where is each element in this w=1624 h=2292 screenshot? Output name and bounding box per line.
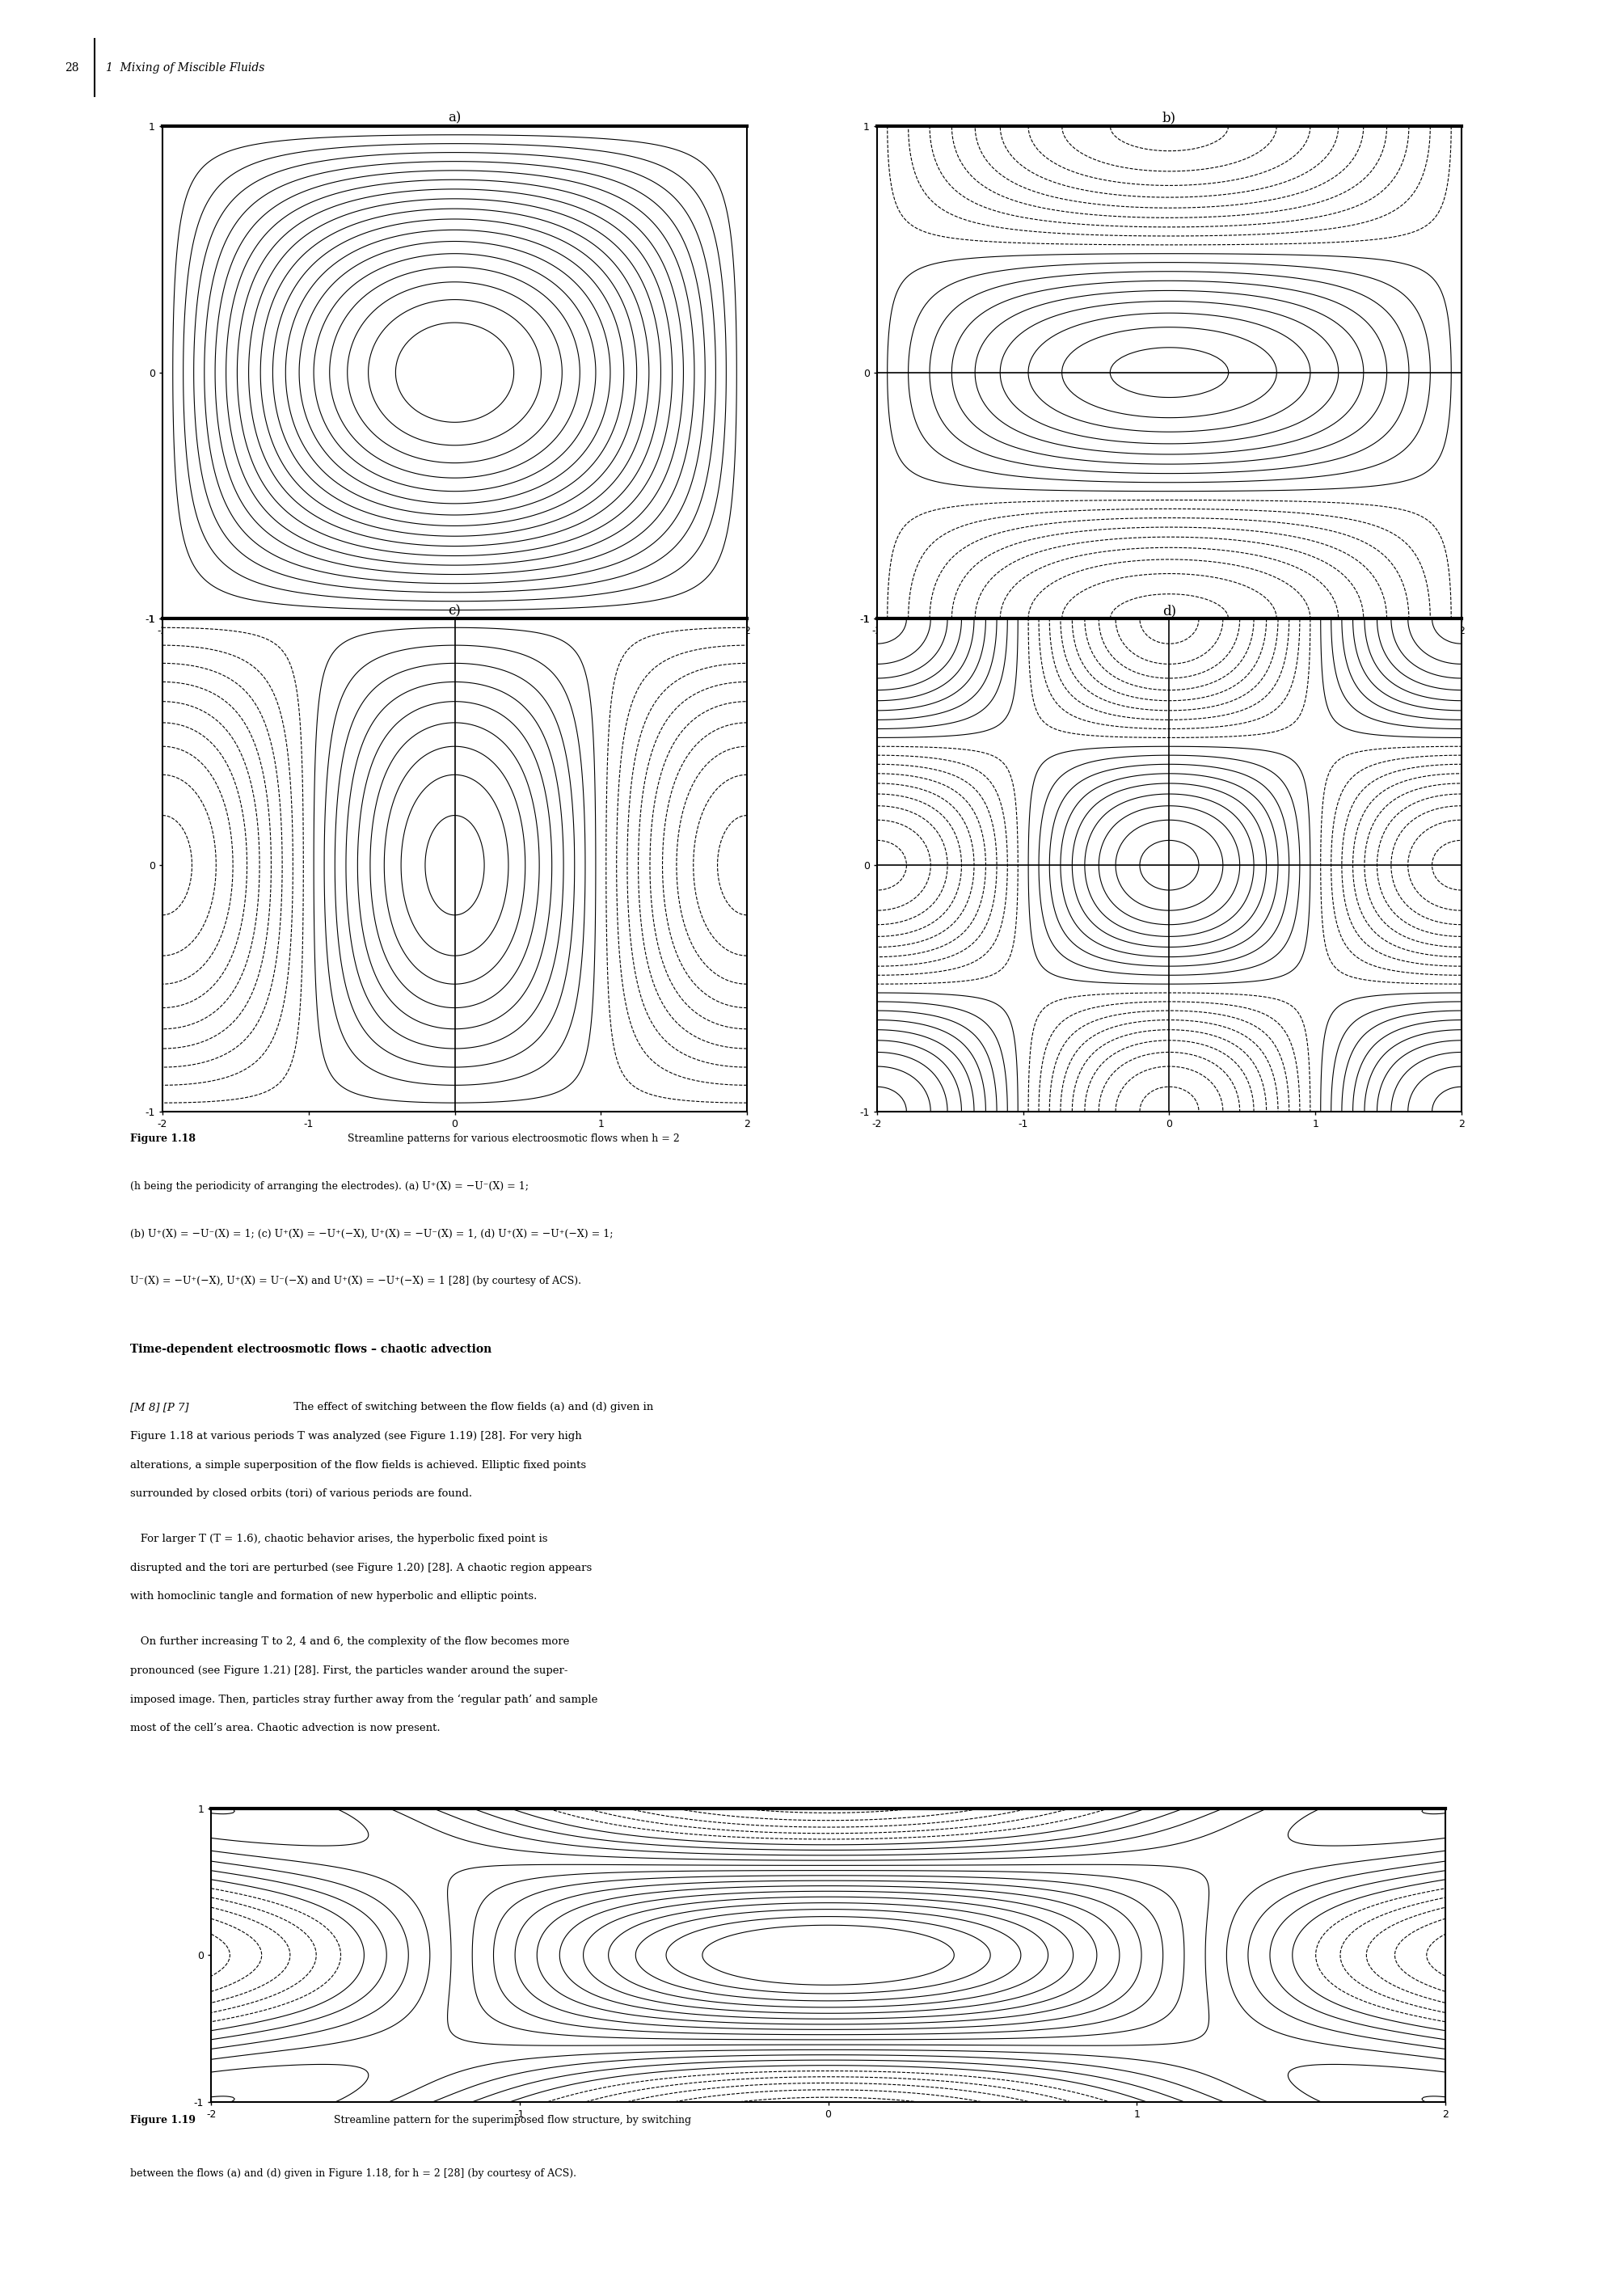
Text: Figure 1.18: Figure 1.18 [130, 1132, 195, 1144]
Text: between the flows (a) and (d) given in Figure 1.18, for h = 2 [28] (by courtesy : between the flows (a) and (d) given in F… [130, 2168, 577, 2180]
Text: [M 8] [P 7]: [M 8] [P 7] [130, 1403, 188, 1412]
Text: On further increasing T to 2, 4 and 6, the complexity of the flow becomes more: On further increasing T to 2, 4 and 6, t… [130, 1636, 568, 1648]
Text: alterations, a simple superposition of the flow fields is achieved. Elliptic fix: alterations, a simple superposition of t… [130, 1460, 586, 1471]
Text: The effect of switching between the flow fields (a) and (d) given in: The effect of switching between the flow… [291, 1403, 653, 1412]
Title: d): d) [1163, 603, 1176, 617]
Text: (b) U⁺(X) = −U⁻(X) = 1; (c) U⁺(X) = −U⁺(−X), U⁺(X) = −U⁻(X) = 1, (d) U⁺(X) = −U⁺: (b) U⁺(X) = −U⁻(X) = 1; (c) U⁺(X) = −U⁺(… [130, 1229, 612, 1238]
Text: with homoclinic tangle and formation of new hyperbolic and elliptic points.: with homoclinic tangle and formation of … [130, 1591, 538, 1602]
Text: Time-dependent electroosmotic flows – chaotic advection: Time-dependent electroosmotic flows – ch… [130, 1343, 492, 1355]
Text: 28: 28 [65, 62, 80, 73]
Text: U⁻(X) = −U⁺(−X), U⁺(X) = U⁻(−X) and U⁺(X) = −U⁺(−X) = 1 [28] (by courtesy of ACS: U⁻(X) = −U⁺(−X), U⁺(X) = U⁻(−X) and U⁺(X… [130, 1277, 581, 1286]
Text: most of the cell’s area. Chaotic advection is now present.: most of the cell’s area. Chaotic advecti… [130, 1724, 440, 1733]
Text: Streamline pattern for the superimposed flow structure, by switching: Streamline pattern for the superimposed … [326, 2116, 690, 2125]
Text: surrounded by closed orbits (tori) of various periods are found.: surrounded by closed orbits (tori) of va… [130, 1490, 473, 1499]
Text: imposed image. Then, particles stray further away from the ‘regular path’ and sa: imposed image. Then, particles stray fur… [130, 1694, 598, 1705]
Text: For larger T (T = 1.6), chaotic behavior arises, the hyperbolic fixed point is: For larger T (T = 1.6), chaotic behavior… [130, 1533, 547, 1545]
Text: Streamline patterns for various electroosmotic flows when h = 2: Streamline patterns for various electroo… [341, 1132, 680, 1144]
Title: a): a) [448, 110, 461, 124]
Title: b): b) [1163, 110, 1176, 124]
Text: Figure 1.19: Figure 1.19 [130, 2116, 195, 2125]
Title: c): c) [448, 603, 461, 617]
Text: pronounced (see Figure 1.21) [28]. First, the particles wander around the super-: pronounced (see Figure 1.21) [28]. First… [130, 1666, 568, 1675]
Text: Figure 1.18 at various periods T was analyzed (see Figure 1.19) [28]. For very h: Figure 1.18 at various periods T was ana… [130, 1430, 581, 1442]
Text: 1  Mixing of Miscible Fluids: 1 Mixing of Miscible Fluids [106, 62, 265, 73]
Text: (h being the periodicity of arranging the electrodes). (a) U⁺(X) = −U⁻(X) = 1;: (h being the periodicity of arranging th… [130, 1180, 528, 1192]
Text: disrupted and the tori are perturbed (see Figure 1.20) [28]. A chaotic region ap: disrupted and the tori are perturbed (se… [130, 1563, 591, 1572]
